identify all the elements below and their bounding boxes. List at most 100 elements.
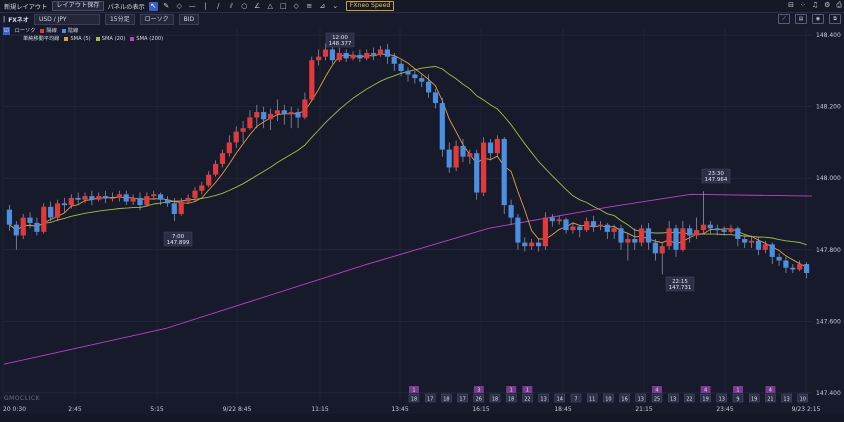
lines-icon[interactable]: ≡ xyxy=(306,2,313,10)
x-tick-label: 11:15 xyxy=(311,406,328,413)
trendline-icon[interactable]: / xyxy=(217,2,220,10)
chart-type-select[interactable]: ローソク xyxy=(139,13,174,25)
event-badge xyxy=(651,393,663,403)
fxneo-speed-button[interactable]: FXneo Speed xyxy=(345,1,395,11)
candle-body xyxy=(666,228,672,247)
circle-icon[interactable]: ○ xyxy=(241,2,248,10)
candle-body xyxy=(804,264,810,273)
currency-pair-select[interactable]: USD / JPY xyxy=(33,13,100,25)
candle-body xyxy=(597,224,603,227)
annotation-price: 147.899 xyxy=(167,240,190,246)
candle-body xyxy=(487,142,494,154)
candle-body xyxy=(446,149,452,168)
event-badge xyxy=(781,393,792,403)
candle-body xyxy=(687,228,693,236)
save-layout-button[interactable]: レイアウト保存 xyxy=(52,1,104,11)
candle-body xyxy=(27,217,33,223)
candle-body xyxy=(384,49,390,57)
hline-icon[interactable]: — xyxy=(188,2,196,10)
instrument-badge: | xyxy=(3,15,6,23)
event-flag xyxy=(700,386,711,393)
chart-icon[interactable]: ⟋ xyxy=(778,14,790,24)
event-badge-label: 11 xyxy=(589,397,595,403)
candle-body xyxy=(432,92,439,104)
y-tick-label: 147.800 xyxy=(816,247,841,254)
candle-body xyxy=(508,205,514,218)
candlestick-chart[interactable]: 148.400 148.200 148.000 147.800 147.600 147.4… xyxy=(0,26,844,414)
panel-display-menu[interactable]: パネルの表示 xyxy=(107,3,145,11)
triangle-icon[interactable]: △ xyxy=(267,2,273,10)
event-badge xyxy=(765,393,776,403)
candle-body xyxy=(577,226,583,231)
candle-body xyxy=(350,54,356,59)
candle-body xyxy=(584,221,590,231)
scroll-track[interactable] xyxy=(0,414,844,422)
candle-body xyxy=(295,112,301,118)
vline-icon[interactable]: | xyxy=(204,2,207,10)
annotation-time: 7:00 xyxy=(172,234,185,240)
new-layout-menu[interactable]: 新規レイアウト xyxy=(4,3,48,11)
x-tick-label: 16:15 xyxy=(472,406,489,413)
x-tick-label: 9/23 2:15 xyxy=(792,406,821,413)
candle-body xyxy=(405,70,411,75)
angle-icon[interactable]: ∠ xyxy=(254,2,261,10)
cursor-icon[interactable]: ↖ xyxy=(148,1,158,11)
candle-body xyxy=(659,246,665,254)
rectangle-icon[interactable]: □ xyxy=(279,2,287,10)
annotation-price: 147.964 xyxy=(705,177,728,183)
candle-body xyxy=(700,224,707,231)
legend-sma-label: 単純移動平均線 xyxy=(23,36,60,42)
timeframe-select[interactable]: 15分足 xyxy=(104,13,135,25)
event-badge xyxy=(457,393,468,403)
candle-body xyxy=(261,112,267,120)
candle-body xyxy=(652,242,658,254)
watermark-logo: GMOCLICK xyxy=(4,395,40,402)
grid-icon[interactable]: ⁘ xyxy=(799,1,806,9)
marker-icon[interactable]: ◇ xyxy=(176,2,182,10)
camera-icon[interactable]: ◉ xyxy=(812,14,824,24)
y-tick-label: 147.600 xyxy=(816,318,841,325)
event-badge xyxy=(441,393,452,403)
candle-body xyxy=(123,194,129,202)
layout-icon[interactable]: ⊟ xyxy=(788,1,794,9)
candle-body xyxy=(309,60,315,100)
x-tick-label: 2:45 xyxy=(68,406,82,413)
candle-body xyxy=(213,163,219,175)
sma20-line xyxy=(9,66,807,246)
event-badge xyxy=(570,393,582,403)
channel-icon[interactable]: ⫽ xyxy=(229,1,233,10)
event-badge xyxy=(668,393,679,403)
event-badge-label: 18 xyxy=(508,397,514,403)
settings-icon[interactable]: ⚙ xyxy=(824,1,831,9)
price-side-select[interactable]: BID xyxy=(178,13,200,25)
candle-body xyxy=(542,217,548,247)
dropdown-icon[interactable]: ⌄ xyxy=(332,2,339,10)
measure-icon[interactable]: ⊿ xyxy=(319,2,326,10)
event-flag-label: 4 xyxy=(769,388,772,394)
candle-body xyxy=(20,217,26,236)
popout-icon[interactable]: ⧉ xyxy=(829,14,841,24)
candle-body xyxy=(749,240,755,243)
event-flag-label: 4 xyxy=(704,388,707,394)
legend-sma20: SMA (20) xyxy=(95,35,125,43)
price-annotation-box xyxy=(325,32,355,48)
event-badge xyxy=(700,393,711,403)
candle-body xyxy=(61,203,67,206)
candle-body xyxy=(288,112,294,114)
event-flag xyxy=(733,386,743,393)
bell-icon[interactable]: ♫ xyxy=(811,1,819,9)
indicator-icon[interactable]: ▤ xyxy=(795,14,807,24)
legend-checkbox[interactable]: ☑ xyxy=(3,27,10,35)
instrument-bar: | FXネオ USD / JPY 15分足 ローソク BID ⟋ ▤ ◉ ⧉ xyxy=(0,13,844,25)
candle-body xyxy=(522,242,528,247)
event-badge xyxy=(408,393,420,403)
print-icon[interactable]: ⎙ xyxy=(836,1,842,9)
x-tick-label: 21:15 xyxy=(635,406,652,413)
event-badge xyxy=(425,393,436,403)
candle-body xyxy=(364,53,370,59)
candle-body xyxy=(728,228,734,232)
diamond-icon[interactable]: ◇ xyxy=(293,2,299,10)
candle-body xyxy=(536,242,542,247)
pencil-icon[interactable]: ✎ xyxy=(163,2,170,10)
candle-body xyxy=(82,196,88,200)
